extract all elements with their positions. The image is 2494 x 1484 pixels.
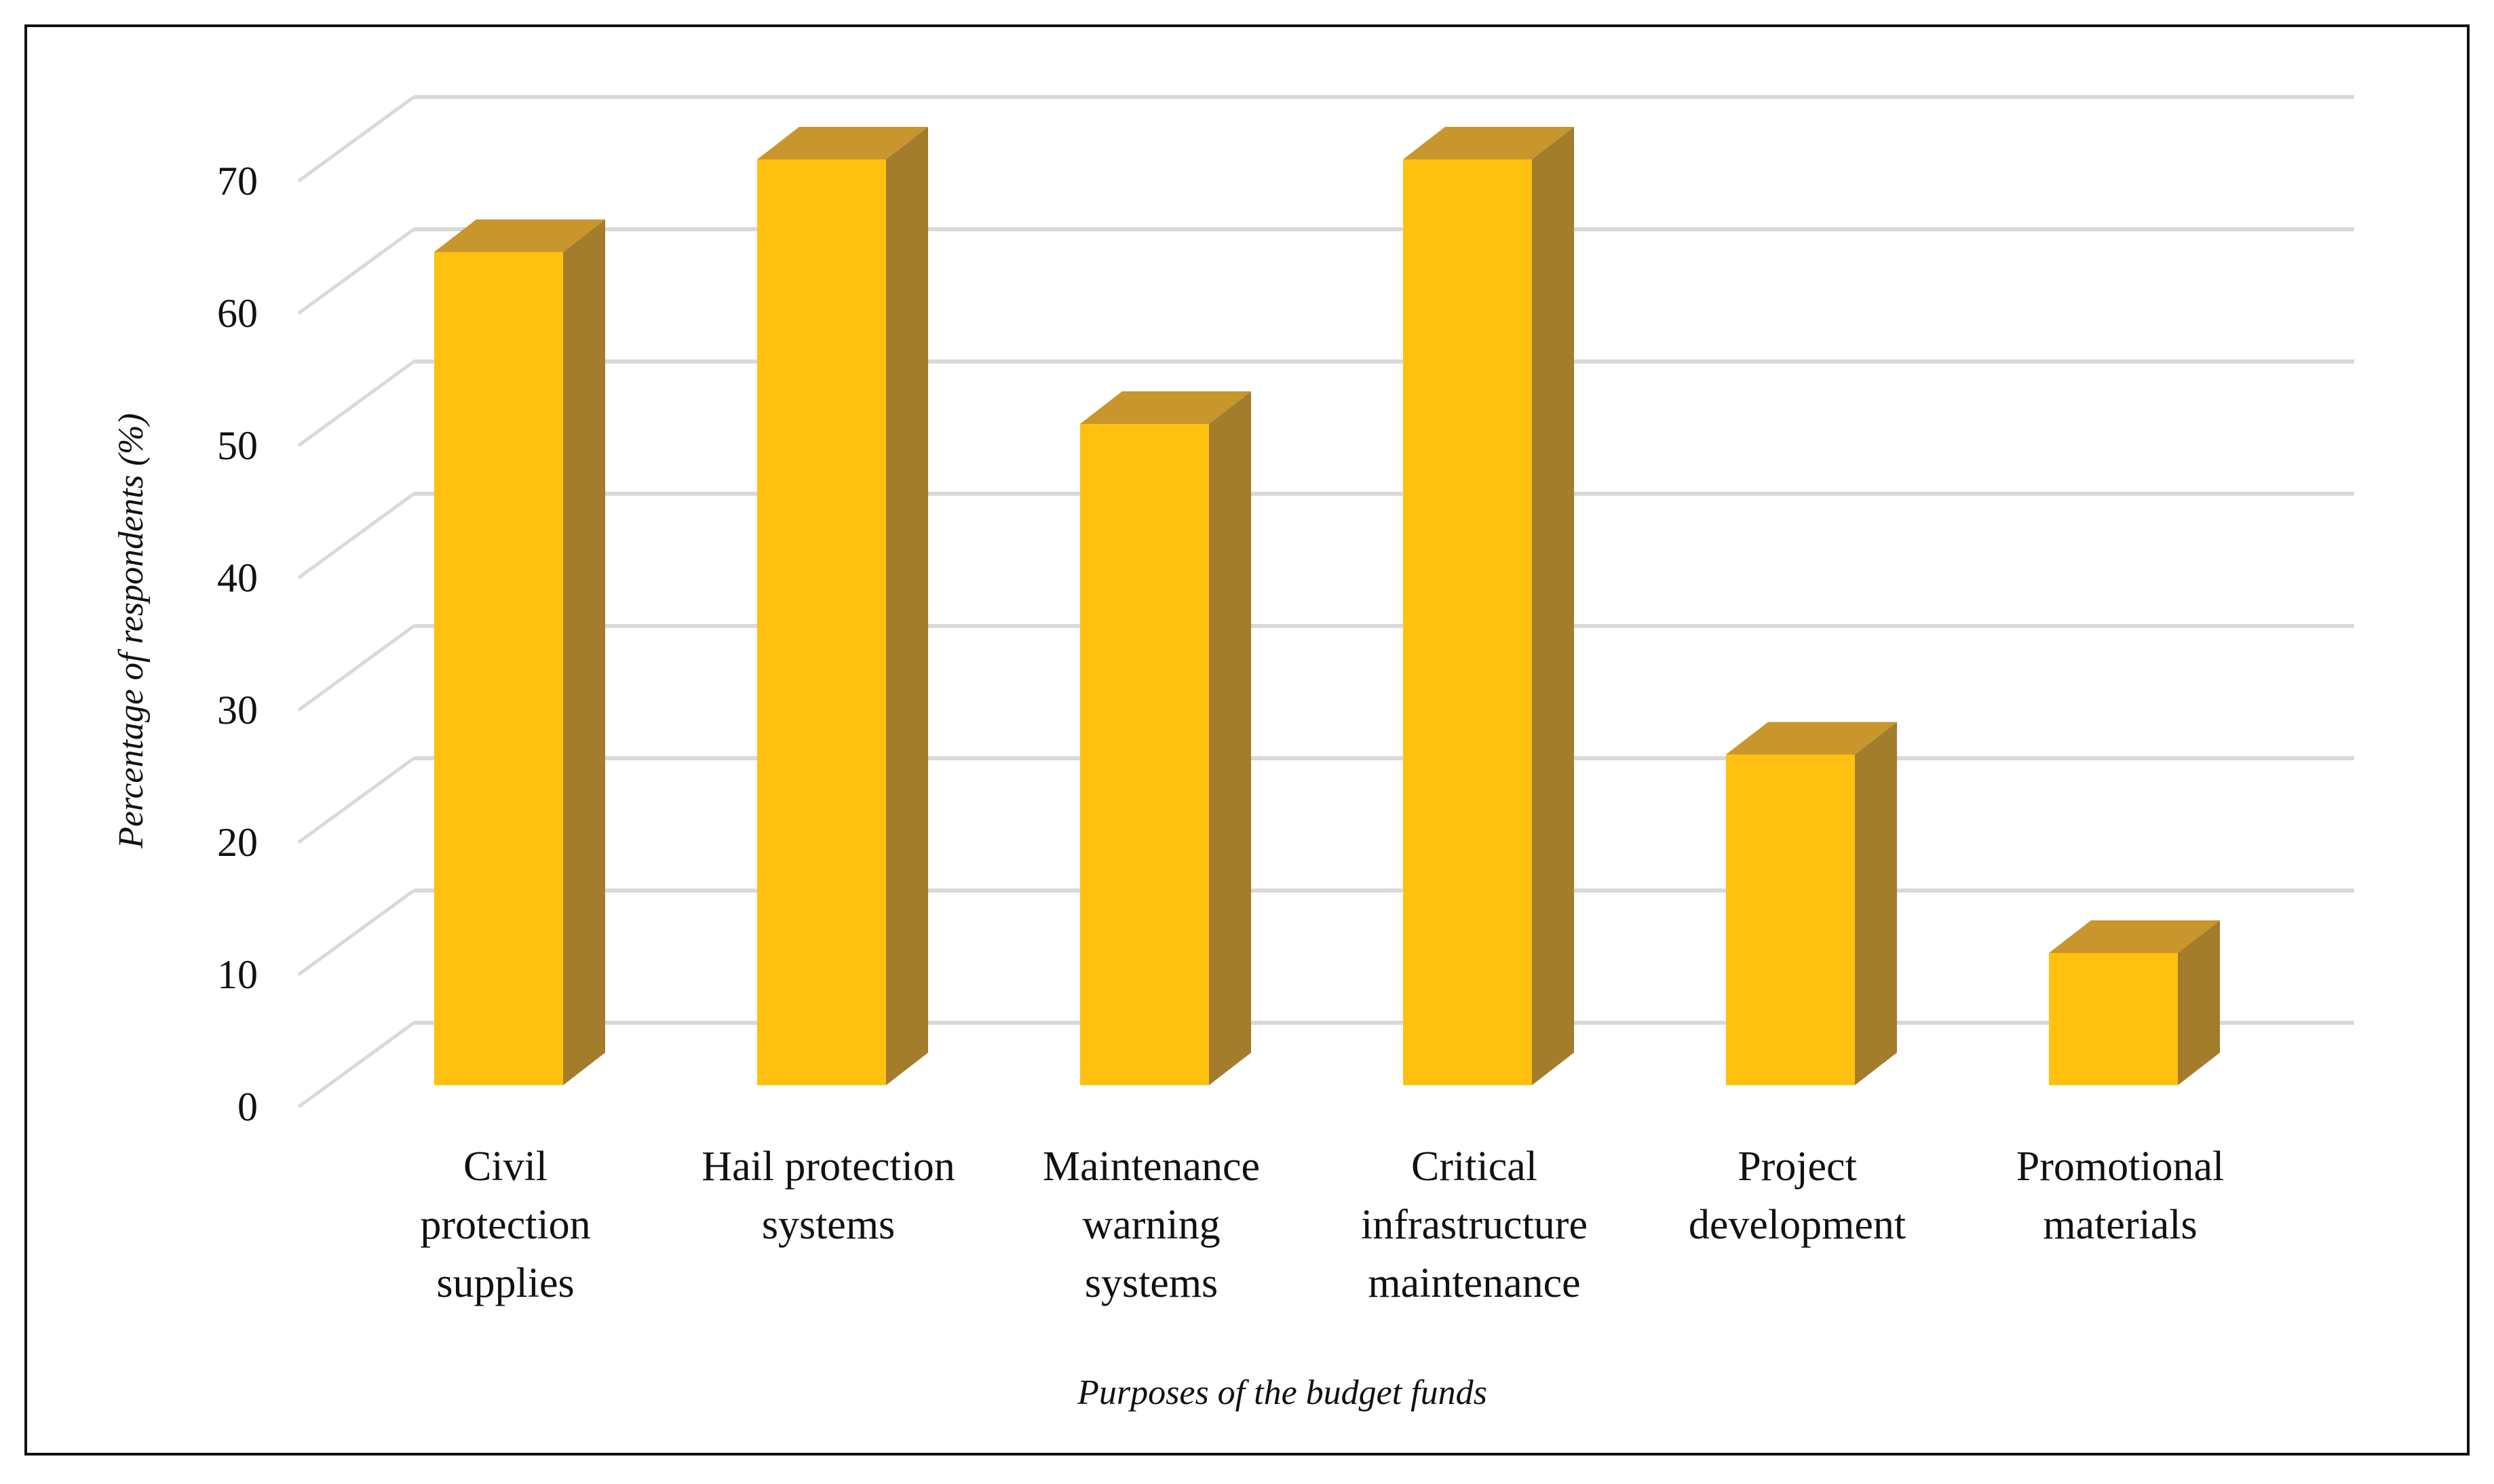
- x-category-label: Civil protection supplies: [420, 1144, 590, 1306]
- bar-top: [2049, 920, 2220, 953]
- gridline-diagonal-70: [297, 95, 415, 183]
- x-category-label: Critical infrastructure maintenance: [1361, 1144, 1588, 1306]
- bar-side: [2178, 920, 2220, 1085]
- y-axis-title: Percentage of respondents (%): [112, 413, 151, 849]
- y-tick-label: 60: [217, 291, 258, 336]
- x-category-label: Maintenance warning systems: [1043, 1144, 1260, 1306]
- gridline-diagonal-50: [297, 359, 415, 448]
- x-axis-title: Purposes of the budget funds: [1077, 1373, 1487, 1412]
- chart-frame: 0 10 20 30 40 50 60 70 Civil protection supplies H…: [24, 24, 2470, 1456]
- y-tick-label: 40: [217, 555, 258, 600]
- bar-front: [1726, 754, 1855, 1085]
- bar-front: [1080, 424, 1209, 1085]
- bar-4: [1726, 722, 1897, 1085]
- bar-1: [757, 127, 928, 1085]
- gridline-diagonal-20: [297, 756, 415, 844]
- bar-side: [1209, 391, 1251, 1085]
- bar-top: [757, 127, 928, 159]
- bar-front: [434, 252, 563, 1085]
- bar-front: [2049, 953, 2178, 1085]
- gridline-diagonal-60: [297, 227, 415, 315]
- bar-top: [1080, 391, 1251, 424]
- bar-chart: 0 10 20 30 40 50 60 70 Civil protection supplies H…: [112, 95, 2354, 1412]
- bar-side: [563, 219, 605, 1085]
- x-category-label: Project development: [1689, 1144, 1906, 1248]
- bar-top: [1726, 722, 1897, 755]
- y-tick-label: 50: [217, 423, 258, 468]
- bar-side: [886, 127, 928, 1085]
- y-tick-label: 30: [217, 688, 258, 733]
- x-category-label: Promotional materials: [2016, 1144, 2225, 1248]
- bar-front: [757, 159, 886, 1085]
- y-tick-label: 10: [217, 952, 258, 997]
- gridline-diagonal-10: [297, 889, 415, 977]
- bar-2: [1080, 391, 1251, 1085]
- y-tick-label: 20: [217, 820, 258, 865]
- y-tick-label: 0: [237, 1085, 258, 1129]
- gridline-diagonal-40: [297, 492, 415, 580]
- bar-0: [434, 219, 605, 1085]
- x-axis-categories: Civil protection supplies Hail protection sy…: [420, 1144, 2224, 1306]
- gridline-diagonal-0: [297, 1021, 415, 1109]
- bar-front: [1403, 159, 1532, 1085]
- y-tick-label: 70: [217, 159, 258, 203]
- bar-side: [1532, 127, 1574, 1085]
- bar-top: [1403, 127, 1574, 159]
- gridline-diagonal-30: [297, 624, 415, 712]
- y-axis-ticks: 0 10 20 30 40 50 60 70: [217, 159, 258, 1129]
- bar-5: [2049, 920, 2220, 1085]
- bar-3: [1403, 127, 1574, 1085]
- gridlines: [297, 95, 2354, 1109]
- bar-top: [434, 219, 605, 252]
- bar-side: [1855, 722, 1897, 1085]
- bars: [434, 127, 2220, 1085]
- x-category-label: Hail protection systems: [702, 1144, 955, 1248]
